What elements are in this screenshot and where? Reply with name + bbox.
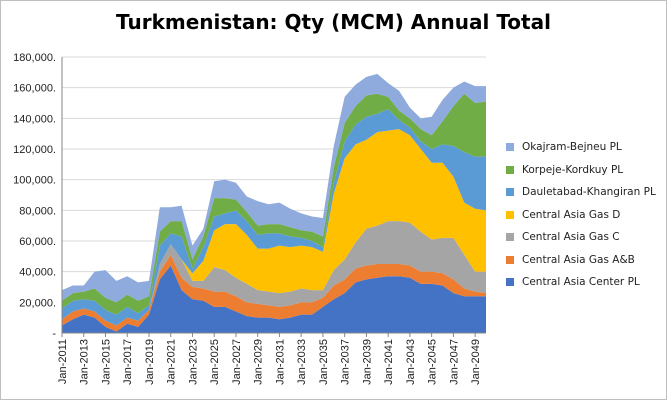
legend-label: Central Asia Center PL [522,276,640,288]
x-tick-label: Jan-2031 [274,339,286,385]
x-tick-label: Jan-2011 [57,339,69,384]
legend-label: Central Asia Gas A&B [522,253,635,266]
x-tick-label: Jan-2047 [448,339,460,385]
area-series-3 [62,129,486,326]
y-tick-label: 60,000. [19,236,56,248]
legend-item: Dauletabad-Khangiran PL [506,185,656,199]
area-series-6 [62,73,486,303]
x-tick-label: Jan-2029 [253,339,265,385]
legend-item: Central Asia Gas A&B [506,253,635,267]
x-tick-label: Jan-2033 [296,339,308,385]
area-series-1 [62,254,486,332]
x-tick-label: Jan-2015 [100,339,112,385]
legend-item: Central Asia Gas D [506,208,620,222]
x-tick-label: Jan-2043 [405,339,417,385]
legend-item: Korpeje-Kordkuy PL [506,163,623,177]
y-tick-label: 40,000. [19,267,56,279]
x-tick-label: Jan-2041 [383,339,395,385]
x-tick-label: Jan-2019 [144,339,156,385]
y-tick-label: 80,000. [19,205,56,217]
legend-swatch [506,255,514,264]
x-tick-label: Jan-2023 [187,339,199,385]
area-series-0 [62,265,486,333]
x-tick-label: Jan-2037 [340,339,352,385]
legend-item: Okajram-Bejneu PL [506,140,622,154]
legend-swatch [506,278,514,286]
legend-label: Dauletabad-Khangiran PL [522,186,656,198]
legend-label: Korpeje-Kordkuy PL [522,163,624,176]
legend-swatch [506,143,514,151]
legend-swatch [506,188,514,196]
x-tick-label: Jan-2049 [470,339,482,385]
y-tick-label: 180,000. [13,52,56,64]
y-tick-label: 140,000. [13,113,56,125]
x-tick-label: Jan-2013 [79,339,91,385]
stacked-areas [62,73,486,333]
legend-label: Central Asia Gas C [522,231,620,243]
legend-swatch [506,165,514,174]
x-tick-label: Jan-2027 [231,339,243,385]
area-series-2 [62,221,486,326]
x-tick-label: Jan-2021 [166,339,178,385]
x-tick-label: Jan-2039 [361,339,373,385]
y-tick-label: 20,000. [19,297,56,309]
legend-swatch [506,210,514,219]
x-tick-label: Jan-2035 [318,339,330,385]
y-tick-label: - [52,328,56,340]
y-tick-label: 160,000. [13,83,56,95]
legend-item: Central Asia Gas C [506,230,620,244]
x-tick-label: Jan-2017 [122,339,134,385]
legend-label: Okajram-Bejneu PL [522,141,622,153]
legend-label: Central Asia Gas D [522,208,621,221]
x-tick-label: Jan-2025 [209,339,221,385]
legend-swatch [506,233,514,241]
legend-item: Central Asia Center PL [506,275,640,289]
axes: - 20,000. 40,000. 60,000. 80,000. 100,000. 120… [13,52,486,385]
y-tick-label: 120,000. [13,144,56,156]
chart-title: Turkmenistan: Qty (MCM) Annual Total [116,10,551,34]
y-tick-label: 100,000. [13,175,56,187]
x-tick-label: Jan-2045 [427,339,439,385]
